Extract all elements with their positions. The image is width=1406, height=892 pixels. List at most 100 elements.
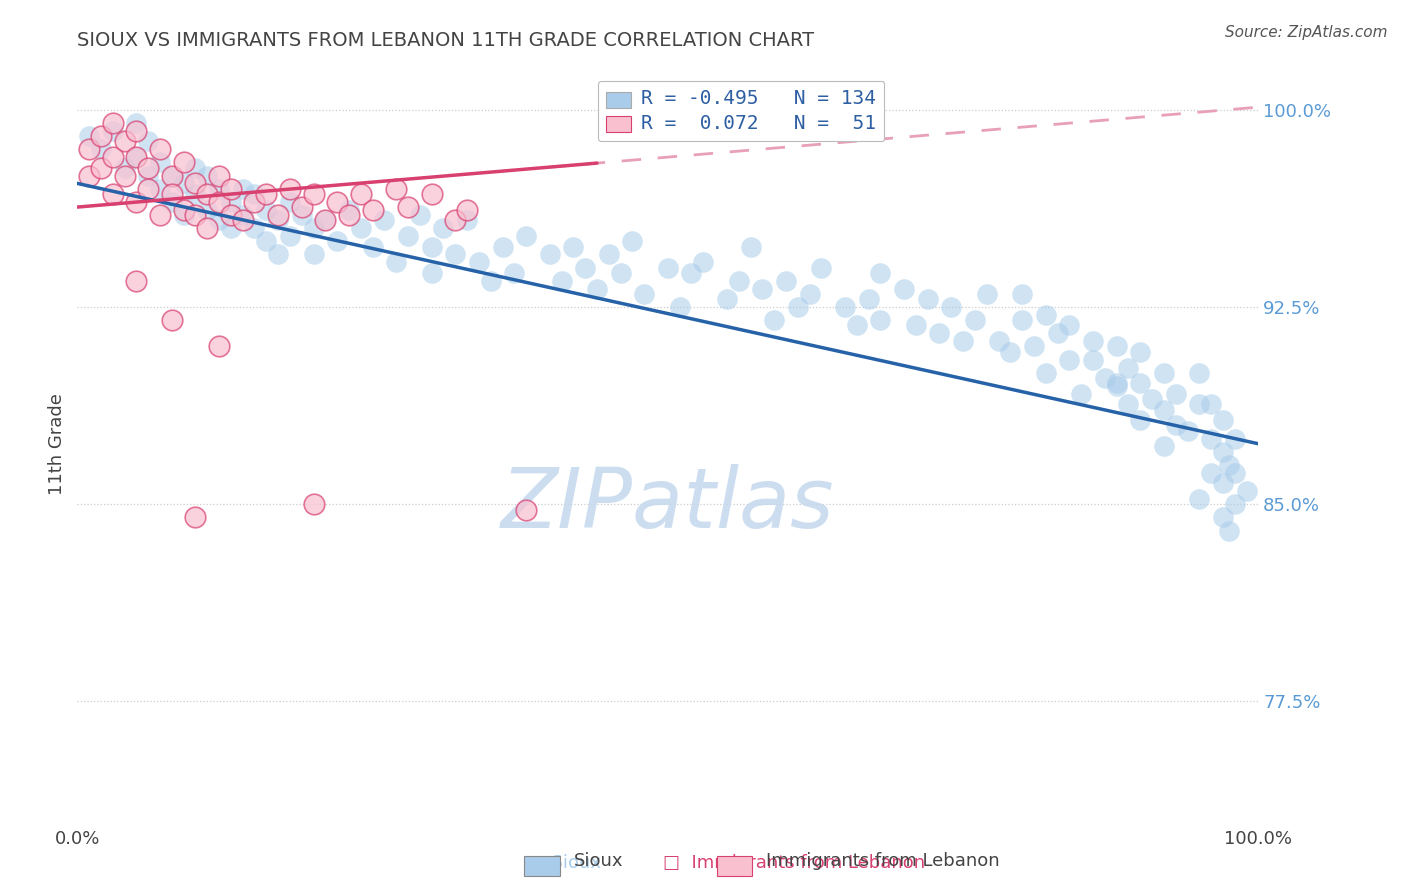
Point: [456, 213, 478, 227]
Point: [314, 213, 336, 227]
Point: [550, 274, 572, 288]
Point: [1118, 397, 1140, 411]
Point: [692, 255, 714, 269]
Point: [1153, 439, 1175, 453]
Point: [373, 213, 395, 227]
Point: [810, 260, 832, 275]
Y-axis label: 11th Grade: 11th Grade: [48, 392, 66, 495]
Point: [420, 239, 443, 253]
Point: [456, 202, 478, 217]
Point: [1212, 510, 1234, 524]
Point: [114, 161, 136, 175]
Point: [1153, 402, 1175, 417]
Point: [1129, 413, 1152, 427]
Point: [90, 142, 112, 156]
Point: [219, 221, 242, 235]
Point: [609, 266, 631, 280]
Point: [114, 169, 136, 183]
Point: [716, 292, 738, 306]
Text: Sioux: Sioux: [574, 852, 623, 870]
Point: [254, 234, 277, 248]
Legend: R = -0.495   N = 134, R =  0.072   N =  51: R = -0.495 N = 134, R = 0.072 N = 51: [598, 81, 884, 141]
Text: Source: ZipAtlas.com: Source: ZipAtlas.com: [1225, 25, 1388, 40]
Point: [396, 229, 419, 244]
Point: [125, 150, 148, 164]
Point: [786, 300, 808, 314]
Point: [727, 274, 749, 288]
Point: [1164, 386, 1187, 401]
Point: [917, 292, 939, 306]
Point: [681, 266, 703, 280]
Point: [1081, 352, 1104, 367]
Point: [1118, 360, 1140, 375]
Point: [385, 182, 408, 196]
Point: [633, 286, 655, 301]
Point: [291, 200, 314, 214]
Point: [952, 334, 974, 349]
Point: [1022, 339, 1045, 353]
Point: [869, 266, 891, 280]
Point: [208, 339, 231, 353]
Point: [232, 208, 254, 222]
Point: [468, 255, 491, 269]
Point: [869, 313, 891, 327]
Point: [326, 234, 349, 248]
Point: [491, 239, 513, 253]
Point: [1129, 344, 1152, 359]
Point: [987, 334, 1010, 349]
Point: [278, 182, 301, 196]
Point: [1059, 318, 1081, 333]
Point: [173, 177, 195, 191]
Point: [219, 194, 242, 209]
Point: [763, 313, 786, 327]
Point: [77, 142, 100, 156]
Point: [775, 274, 797, 288]
Point: [278, 194, 301, 209]
Text: SIOUX VS IMMIGRANTS FROM LEBANON 11TH GRADE CORRELATION CHART: SIOUX VS IMMIGRANTS FROM LEBANON 11TH GR…: [77, 30, 814, 50]
Point: [1011, 313, 1033, 327]
Point: [90, 161, 112, 175]
Point: [232, 182, 254, 196]
Point: [621, 234, 644, 248]
Point: [1081, 334, 1104, 349]
Point: [893, 282, 915, 296]
Point: [1011, 286, 1033, 301]
Point: [976, 286, 998, 301]
Point: [160, 194, 183, 209]
Point: [928, 326, 950, 341]
Point: [1153, 366, 1175, 380]
Point: [657, 260, 679, 275]
Point: [291, 208, 314, 222]
Point: [799, 286, 821, 301]
Point: [195, 202, 218, 217]
Point: [160, 186, 183, 201]
Point: [208, 182, 231, 196]
Point: [941, 300, 963, 314]
Point: [302, 247, 325, 261]
Point: [515, 502, 537, 516]
Point: [125, 194, 148, 209]
Point: [136, 169, 159, 183]
Point: [1000, 344, 1022, 359]
Point: [314, 213, 336, 227]
Point: [1164, 418, 1187, 433]
Point: [184, 186, 207, 201]
Point: [160, 169, 183, 183]
Point: [751, 282, 773, 296]
Point: [1223, 497, 1246, 511]
Point: [574, 260, 596, 275]
Point: [77, 129, 100, 144]
Point: [101, 124, 124, 138]
Point: [444, 213, 467, 227]
Point: [1236, 484, 1258, 499]
Point: [1212, 444, 1234, 458]
Point: [302, 186, 325, 201]
Point: [160, 169, 183, 183]
Point: [1105, 339, 1128, 353]
Point: [184, 161, 207, 175]
Point: [420, 186, 443, 201]
Point: [515, 229, 537, 244]
Point: [337, 208, 360, 222]
Point: [254, 202, 277, 217]
Point: [326, 194, 349, 209]
